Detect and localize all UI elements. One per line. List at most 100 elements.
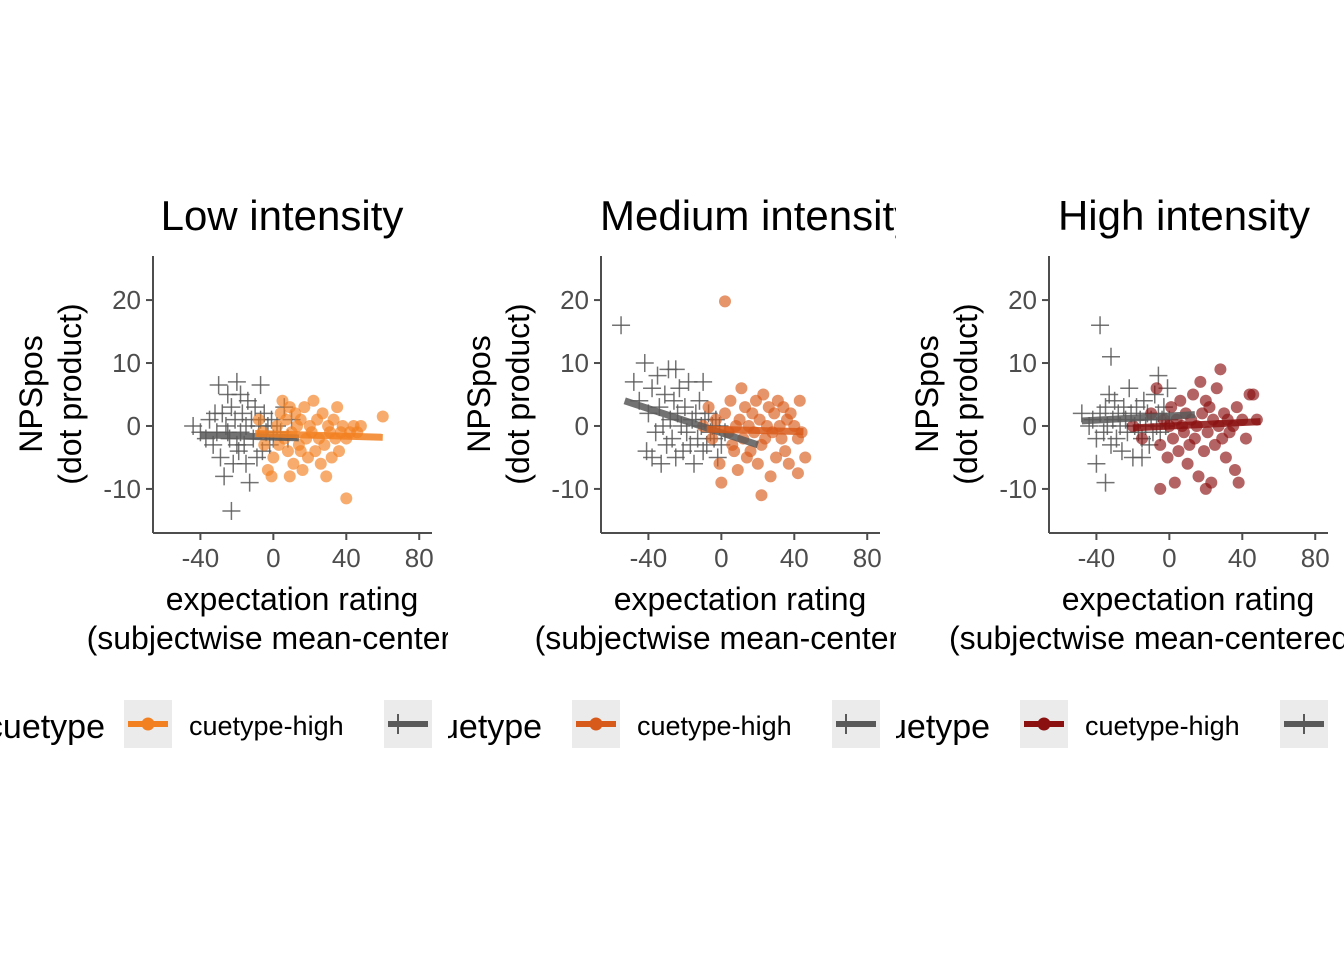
point-low-42 xyxy=(222,501,241,520)
point-high-46 xyxy=(755,489,768,502)
fit-line-high xyxy=(255,430,383,441)
x-tick-label-3: 80 xyxy=(405,543,434,573)
point-low-26 xyxy=(246,398,265,417)
panel-1-legend-label-high: cuetype-high xyxy=(637,711,792,741)
point-high-18 xyxy=(744,445,757,458)
panel-0-ticks: -40 0 40 80 -10 0 10 20 xyxy=(103,285,433,573)
panel-2-y-title-line1: NPSpos xyxy=(909,335,945,452)
point-high-31 xyxy=(768,407,781,420)
y-tick-label-3: 20 xyxy=(560,285,589,315)
point-low-46 xyxy=(694,372,713,391)
point-high-5 xyxy=(715,476,728,489)
point-high-2 xyxy=(706,432,719,445)
point-low-11 xyxy=(1105,391,1124,410)
y-tick-label-1: 0 xyxy=(127,411,141,441)
point-high-35 xyxy=(327,413,340,426)
point-high-3 xyxy=(265,470,278,483)
x-tick-label-1: 0 xyxy=(1162,543,1176,573)
point-high-22 xyxy=(751,457,764,470)
point-high-29 xyxy=(764,470,777,483)
point-low-21 xyxy=(675,398,694,417)
point-high-43 xyxy=(793,394,806,407)
point-high-6 xyxy=(1161,451,1174,464)
point-low-0 xyxy=(612,316,631,335)
point-high-0 xyxy=(252,413,265,426)
point-high-43 xyxy=(1230,401,1243,414)
point-low-44 xyxy=(1087,454,1106,473)
point-high-26 xyxy=(1198,445,1210,458)
point-low-5 xyxy=(643,379,662,398)
y-tick-label-1: 0 xyxy=(1023,411,1037,441)
panel-1-legend-key-high xyxy=(572,700,620,748)
point-high-9 xyxy=(1167,432,1179,445)
point-high-46 xyxy=(1239,432,1252,445)
point-low-45 xyxy=(1133,448,1151,467)
x-tick-label-0: -40 xyxy=(630,543,668,573)
y-tick-label-0: -10 xyxy=(999,474,1037,504)
point-low-14 xyxy=(663,429,682,448)
point-high-48 xyxy=(272,438,285,451)
point-high-33 xyxy=(1210,382,1223,395)
point-high-13 xyxy=(1174,394,1187,407)
point-low-6 xyxy=(1096,398,1115,417)
point-high-12 xyxy=(1172,445,1185,458)
point-high-29 xyxy=(1203,401,1216,414)
x-tick-label-2: 40 xyxy=(780,543,809,573)
x-tick-label-0: -40 xyxy=(182,543,220,573)
y-tick-label-2: 10 xyxy=(112,348,141,378)
point-high-47 xyxy=(376,410,389,423)
point-low-16 xyxy=(227,372,246,391)
point-high-28 xyxy=(1201,426,1214,439)
point-low-13 xyxy=(222,398,241,417)
y-tick-label-0: -10 xyxy=(103,474,141,504)
point-low-48 xyxy=(231,385,250,404)
point-high-18 xyxy=(296,464,309,477)
point-high-42 xyxy=(1229,464,1241,477)
point-low-6 xyxy=(209,376,228,395)
point-low-15 xyxy=(1112,442,1131,461)
point-low-23 xyxy=(240,473,259,492)
point-high-1 xyxy=(258,438,271,451)
point-high-6 xyxy=(719,407,731,420)
point-high-47 xyxy=(719,295,731,308)
panel-0-x-title-line2: (subjectwise mean-centered) xyxy=(87,620,498,656)
x-tick-label-3: 80 xyxy=(1301,543,1330,573)
point-low-15 xyxy=(664,391,683,410)
point-low-45 xyxy=(666,360,685,379)
point-low-26 xyxy=(685,454,703,473)
panel-0-legend-key-low xyxy=(384,700,432,748)
panel-1-title: Medium intensity xyxy=(600,192,915,239)
point-low-45 xyxy=(237,454,255,473)
point-high-21 xyxy=(1188,432,1201,445)
point-high-19 xyxy=(298,401,311,414)
point-low-3 xyxy=(635,354,654,373)
panel-2-plot xyxy=(1072,316,1263,495)
y-tick-label-3: 20 xyxy=(1008,285,1037,315)
point-low-7 xyxy=(648,366,667,385)
point-high-50 xyxy=(283,470,296,483)
panel-0-title: Low intensity xyxy=(161,192,404,239)
point-high-51 xyxy=(1199,482,1212,495)
panel-0-legend-label-high: cuetype-high xyxy=(189,711,344,741)
panel-1-plot xyxy=(612,295,812,502)
panel-1-ticks: -40 0 40 80 -10 0 10 20 xyxy=(551,285,881,573)
point-high-25 xyxy=(309,445,322,458)
panel-0: Low intensity -40 0 40 80 -10 0 10 20 expectati… xyxy=(0,192,498,748)
point-high-29 xyxy=(316,407,329,420)
point-high-10 xyxy=(1168,476,1181,489)
point-low-29 xyxy=(690,391,709,410)
point-high-1 xyxy=(702,401,715,414)
panel-0-plot xyxy=(184,372,389,520)
point-high-50 xyxy=(1154,482,1167,495)
fit-line-low xyxy=(623,397,759,449)
point-high-32 xyxy=(770,451,783,464)
y-tick-label-1: 0 xyxy=(575,411,589,441)
point-low-43 xyxy=(1102,347,1120,366)
point-high-11 xyxy=(731,464,744,477)
point-high-1 xyxy=(1136,432,1148,445)
point-low-42 xyxy=(1096,473,1115,492)
x-tick-label-1: 0 xyxy=(714,543,728,573)
x-tick-label-3: 80 xyxy=(853,543,882,573)
point-high-49 xyxy=(728,445,741,458)
